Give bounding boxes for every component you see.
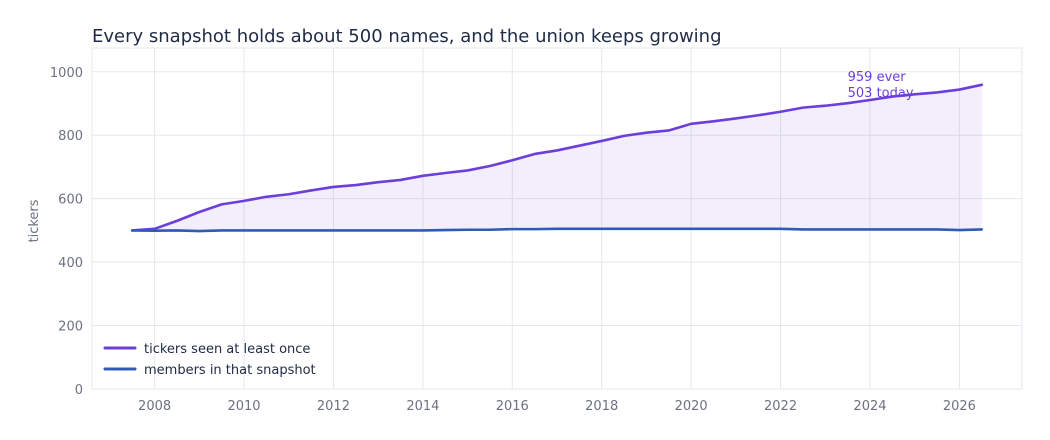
x-tick-label: 2012 [317,399,350,414]
series-lines [130,83,984,233]
series-line-seen-at-least-once [130,83,984,232]
y-tick-label: 600 [58,193,83,208]
x-tick-label: 2020 [675,399,708,414]
x-tick-label: 2016 [496,399,529,414]
gridlines [91,47,1023,390]
x-tick-label: 2014 [406,399,439,414]
y-tick-label: 0 [75,383,83,398]
tick-labels: 0 200 400 600 800 1000 2008 2010 2012 2014 2016 201… [50,66,976,414]
annotation-today-count: 503 today [848,86,914,101]
y-tick-label: 1000 [50,66,83,81]
x-tick-label: 2024 [853,399,886,414]
legend-label-members-in-snapshot: members in that snapshot [144,363,316,378]
legend-label-seen-at-least-once: tickers seen at least once [144,342,310,357]
area-fill-seen-at-least-once [132,84,982,232]
y-axis-label: tickers [27,199,42,242]
y-tick-label: 800 [58,129,83,144]
x-tick-label: 2026 [943,399,976,414]
x-tick-label: 2008 [138,399,171,414]
x-tick-label: 2022 [764,399,797,414]
annotation-ever-count: 959 ever [848,70,907,85]
series-line-members-in-snapshot [130,227,984,233]
chart-title: Every snapshot holds about 500 names, an… [92,26,722,47]
y-tick-label: 200 [58,320,83,335]
x-tick-label: 2018 [585,399,618,414]
x-tick-label: 2010 [227,399,260,414]
legend: tickers seen at least once members in th… [103,342,316,378]
y-tick-label: 400 [58,256,83,271]
